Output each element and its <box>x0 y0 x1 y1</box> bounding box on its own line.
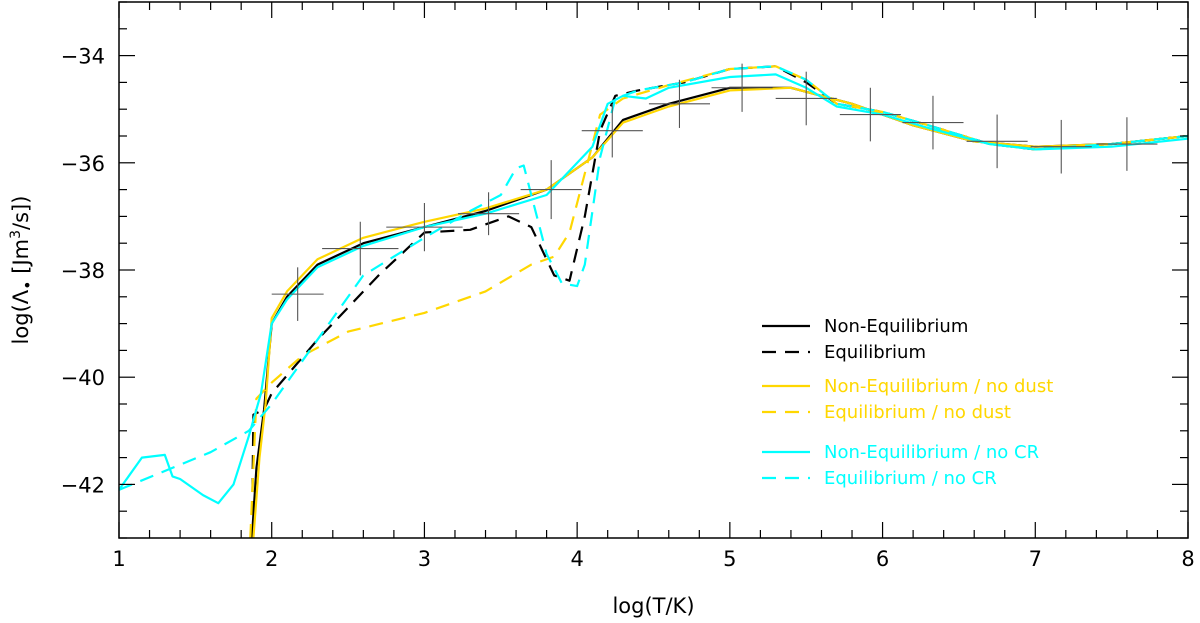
error-cross <box>775 71 837 126</box>
error-cross <box>711 63 773 112</box>
error-cross <box>902 95 964 150</box>
y-tick-label: −42 <box>61 473 105 497</box>
error-cross <box>458 192 520 236</box>
y-tick-label: −38 <box>61 259 105 283</box>
y-axis-title-sup: 3 <box>8 230 24 239</box>
legend-item: Equilibrium <box>762 342 926 363</box>
x-tick-label: 4 <box>570 547 583 571</box>
legend-label: Equilibrium / no dust <box>824 402 1011 423</box>
y-tick-label: −40 <box>61 366 105 390</box>
x-tick-label: 3 <box>418 547 431 571</box>
error-cross <box>966 114 1028 169</box>
series-line-4 <box>119 73 1188 505</box>
y-axis-title-post: /s]) <box>9 196 33 230</box>
legend-label: Equilibrium <box>824 342 926 363</box>
y-axis-title-sub: • <box>18 280 37 289</box>
x-tick-label: 2 <box>265 547 278 571</box>
error-cross-layer <box>271 63 1158 321</box>
error-cross <box>322 221 399 276</box>
y-axis-title: log(Λ• [Jm3/s]) <box>8 196 37 345</box>
legend-item: Equilibrium / no dust <box>762 402 1011 423</box>
series-line-1 <box>250 65 1188 538</box>
legend-item: Equilibrium / no CR <box>762 468 997 489</box>
x-tick-label: 8 <box>1181 547 1194 571</box>
legend-item: Non-Equilibrium / no CR <box>762 442 1039 463</box>
error-cross <box>520 160 582 220</box>
series-layer <box>119 65 1188 538</box>
x-tick-label: 5 <box>723 547 736 571</box>
error-cross <box>839 87 901 142</box>
error-cross <box>271 267 324 321</box>
series-line-3 <box>249 65 1188 538</box>
x-tick-label: 6 <box>876 547 889 571</box>
x-tick-label: 7 <box>1029 547 1042 571</box>
series-line-5 <box>119 65 1188 491</box>
y-axis-title-pre: log(Λ <box>9 289 33 344</box>
error-cross <box>1096 117 1158 171</box>
legend-label: Equilibrium / no CR <box>824 468 997 489</box>
legend-item: Non-Equilibrium <box>762 316 968 337</box>
error-cross <box>581 103 643 158</box>
legend-item: Non-Equilibrium / no dust <box>762 376 1053 397</box>
legend-label: Non-Equilibrium / no dust <box>824 376 1053 397</box>
y-tick-label: −34 <box>61 45 105 69</box>
y-axis-title-mid: [Jm <box>9 239 33 281</box>
legend-label: Non-Equilibrium / no CR <box>824 442 1039 463</box>
legend: Non-Equilibrium Equilibrium Non-Equilibriu… <box>762 316 1053 489</box>
x-tick-label: 1 <box>112 547 125 571</box>
error-cross <box>386 203 463 252</box>
y-tick-label: −36 <box>61 152 105 176</box>
x-axis-title: log(T/K) <box>612 594 694 618</box>
axis-ticks: 1 2 3 4 5 6 7 8 −42 −40 −38 −36 −34 <box>61 1 1195 571</box>
error-cross <box>648 79 711 128</box>
error-cross <box>1030 119 1092 174</box>
legend-label: Non-Equilibrium <box>824 316 968 337</box>
series-line-0 <box>250 86 1188 538</box>
series-line-2 <box>252 86 1188 538</box>
